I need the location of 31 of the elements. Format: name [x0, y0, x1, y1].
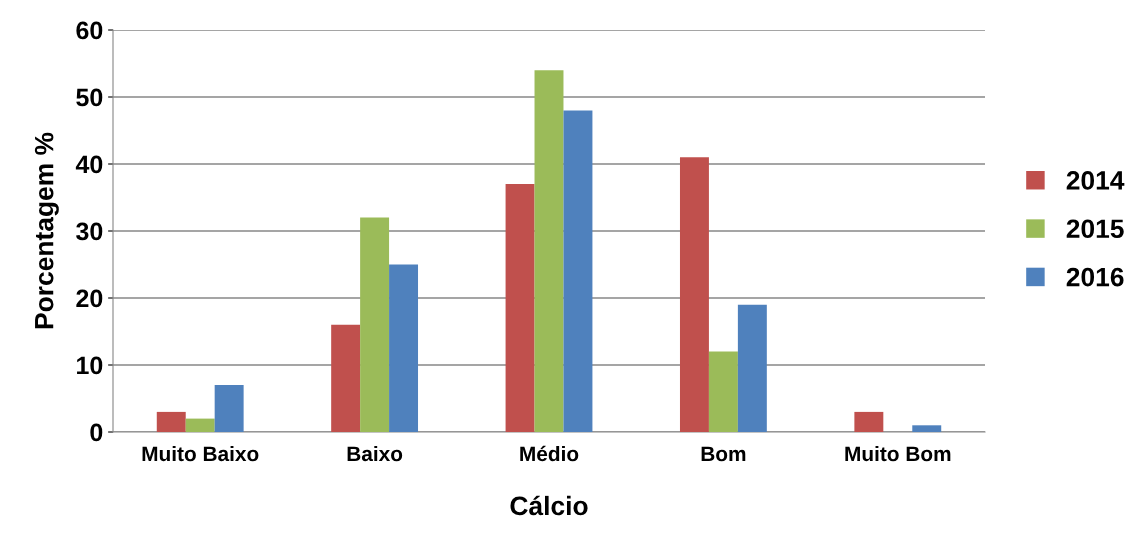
bar: [360, 217, 390, 432]
bar: [708, 351, 738, 432]
y-tick-label: 20: [76, 289, 103, 308]
bar: [185, 418, 215, 432]
x-axis-title: Cálcio: [510, 495, 588, 516]
legend-label: 2014: [1066, 171, 1125, 190]
bar: [156, 411, 186, 432]
y-tick-label: 10: [77, 356, 103, 375]
bar: [737, 304, 767, 432]
x-tick-label: Bom: [701, 446, 746, 462]
bar: [534, 70, 564, 432]
y-tick-label: 0: [90, 423, 103, 442]
bar: [214, 385, 244, 432]
bar: [912, 425, 942, 432]
y-tick-label: 40: [75, 155, 103, 174]
bar: [505, 184, 535, 432]
bar: [679, 157, 709, 432]
x-tick-label: Baixo: [347, 445, 403, 462]
x-tick-label: Médio: [520, 445, 579, 462]
y-tick-label: 30: [76, 222, 103, 241]
x-tick-label: Muito Baixo: [142, 445, 259, 462]
y-axis-title: Porcentagem %: [34, 132, 59, 329]
x-tick-label: Muito Bom: [845, 445, 951, 462]
bar: [854, 411, 884, 432]
bar: [389, 264, 419, 432]
legend-label: 2015: [1066, 219, 1124, 239]
legend-label: 2016: [1066, 267, 1124, 287]
bar: [331, 324, 361, 432]
bar: [563, 110, 593, 432]
y-tick-label: 50: [76, 88, 103, 107]
y-tick-label: 60: [76, 21, 103, 40]
